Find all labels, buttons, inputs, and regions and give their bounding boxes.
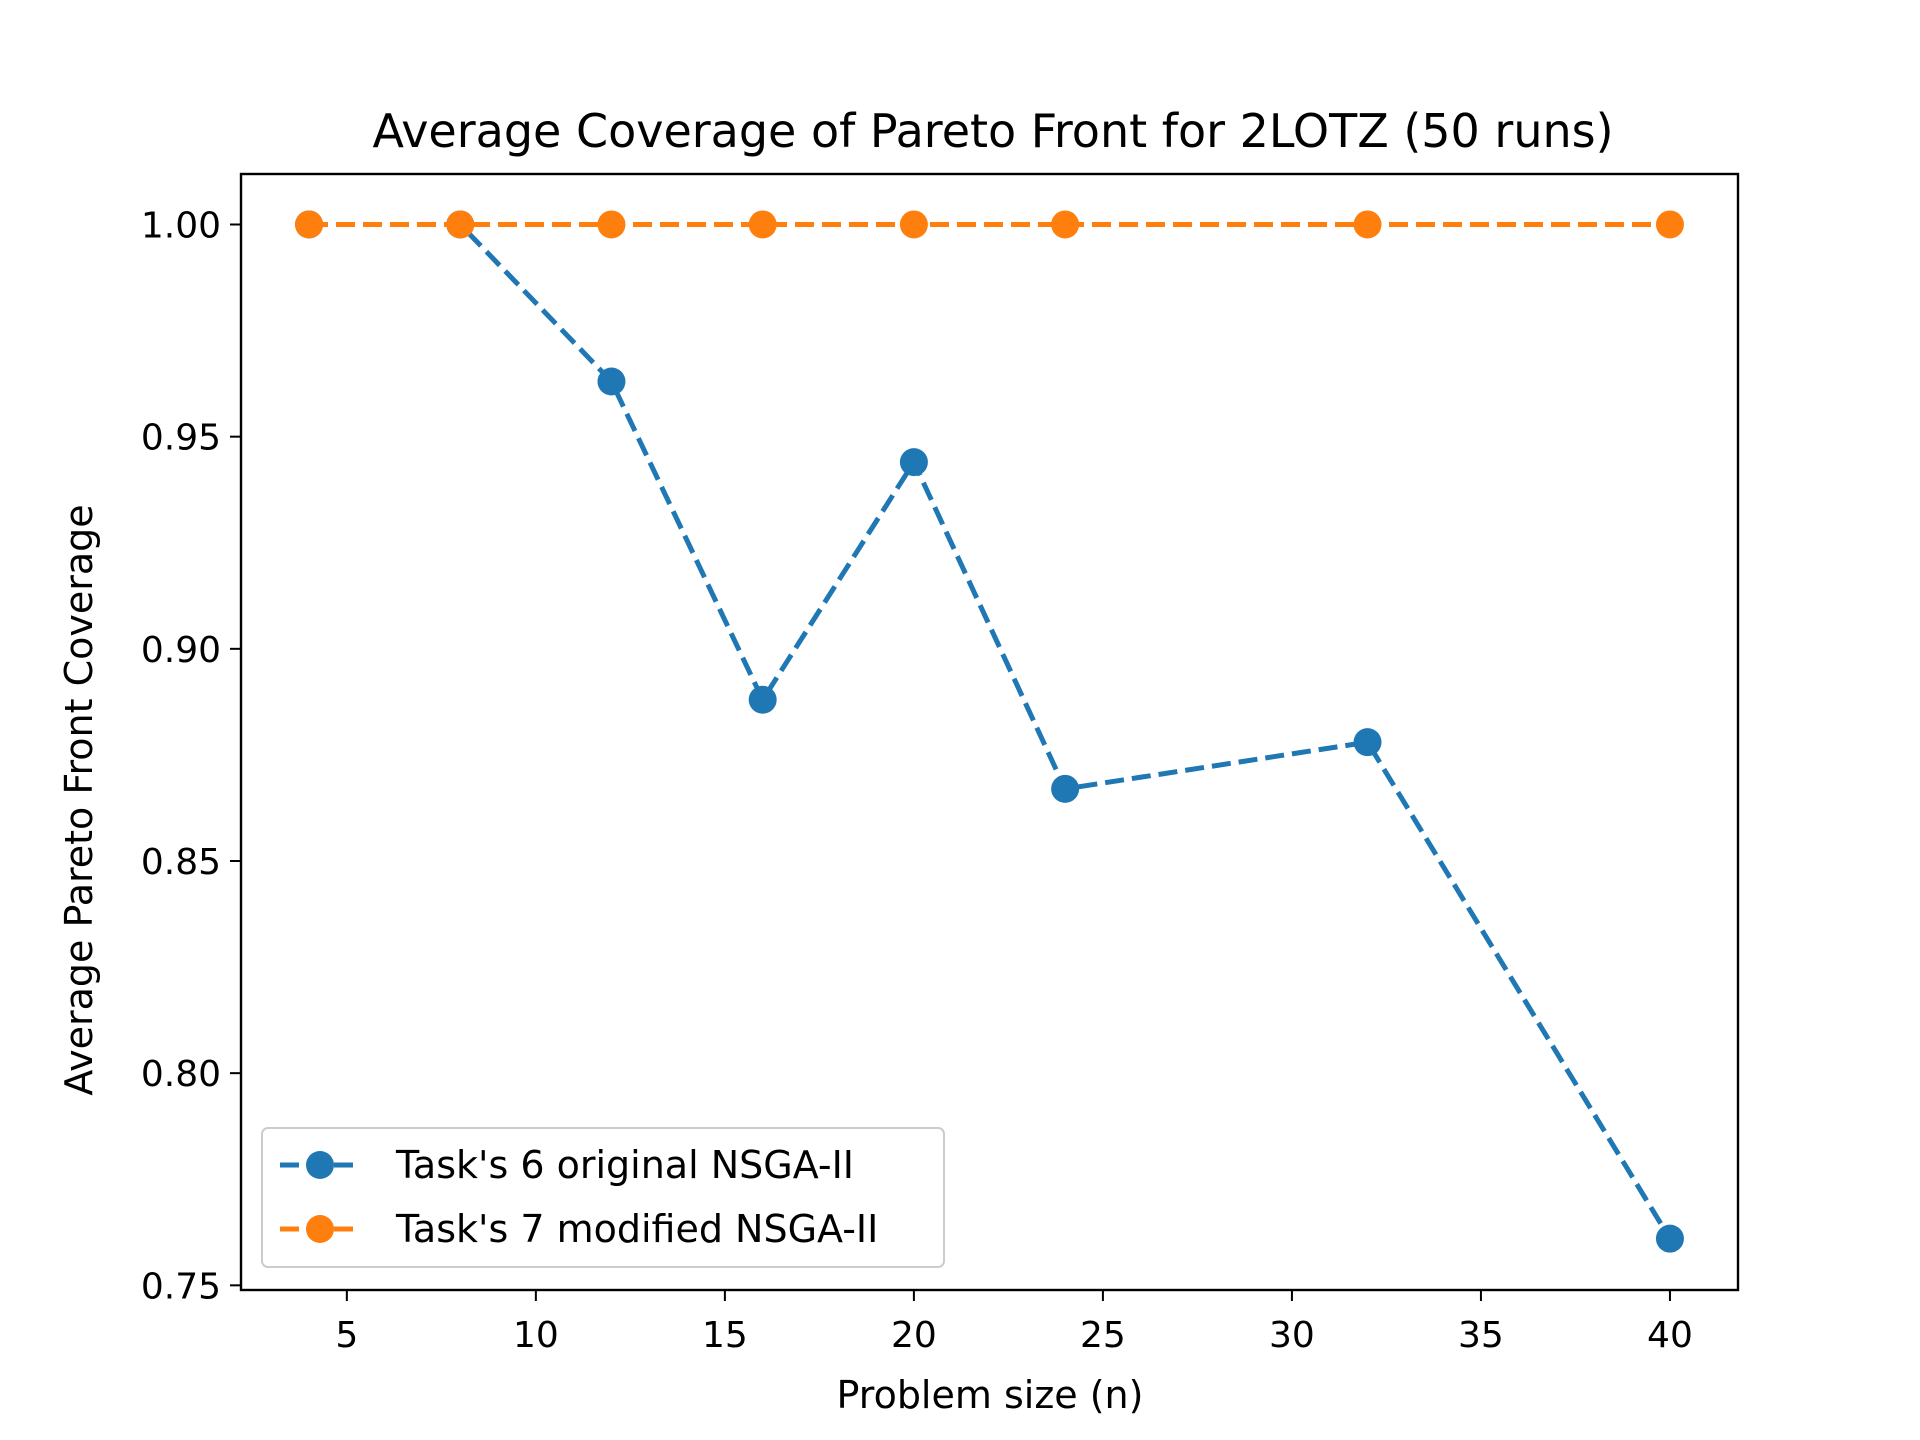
series-1-point xyxy=(1051,774,1080,803)
series-2-point xyxy=(446,210,475,239)
series-layer xyxy=(295,210,1684,1253)
series-2 xyxy=(295,210,1684,239)
x-axis-label: Problem size (n) xyxy=(837,1373,1144,1417)
legend-box xyxy=(261,1127,945,1268)
series-2-point xyxy=(748,210,777,239)
x-tick-label: 10 xyxy=(513,1315,559,1356)
legend-label-task7: Task's 7 modified NSGA-II xyxy=(395,1207,878,1251)
series-2-point xyxy=(1051,210,1080,239)
y-tick-label: 1.00 xyxy=(141,205,221,246)
series-2-point xyxy=(1353,210,1382,239)
y-axis-label: Average Pareto Front Coverage xyxy=(57,504,101,1095)
series-1-point xyxy=(1655,1224,1684,1253)
legend: Task's 6 original NSGA-II Task's 7 modif… xyxy=(261,1127,945,1268)
series-2-point xyxy=(1655,210,1684,239)
series-2-point xyxy=(597,210,626,239)
series-2-point xyxy=(899,210,928,239)
series-1-point xyxy=(597,367,626,396)
chart-title: Average Coverage of Pareto Front for 2LO… xyxy=(372,104,1613,158)
y-tick-label: 0.85 xyxy=(141,842,221,883)
x-axis-ticks: 5 10 15 20 25 30 35 40 xyxy=(335,1290,1693,1356)
legend-marker-task7 xyxy=(306,1215,334,1243)
x-tick-label: 20 xyxy=(891,1315,937,1356)
series-1-point xyxy=(1353,728,1382,757)
plot-area-frame xyxy=(239,172,1740,1292)
x-tick-label: 5 xyxy=(335,1315,358,1356)
series-2-point xyxy=(295,210,324,239)
y-tick-label: 0.75 xyxy=(141,1266,221,1307)
legend-label-task6: Task's 6 original NSGA-II xyxy=(395,1143,854,1187)
x-tick-label: 25 xyxy=(1080,1315,1126,1356)
x-tick-label: 40 xyxy=(1647,1315,1693,1356)
y-tick-label: 0.90 xyxy=(141,630,221,671)
legend-marker-task6 xyxy=(306,1151,334,1179)
y-axis-ticks: 0.75 0.80 0.85 0.90 0.95 1.00 xyxy=(141,205,241,1307)
x-tick-label: 15 xyxy=(702,1315,748,1356)
y-tick-label: 0.80 xyxy=(141,1054,221,1095)
x-tick-label: 30 xyxy=(1269,1315,1315,1356)
y-tick-label: 0.95 xyxy=(141,418,221,459)
series-1-point xyxy=(899,448,928,477)
series-1-point xyxy=(748,685,777,714)
x-tick-label: 35 xyxy=(1458,1315,1504,1356)
